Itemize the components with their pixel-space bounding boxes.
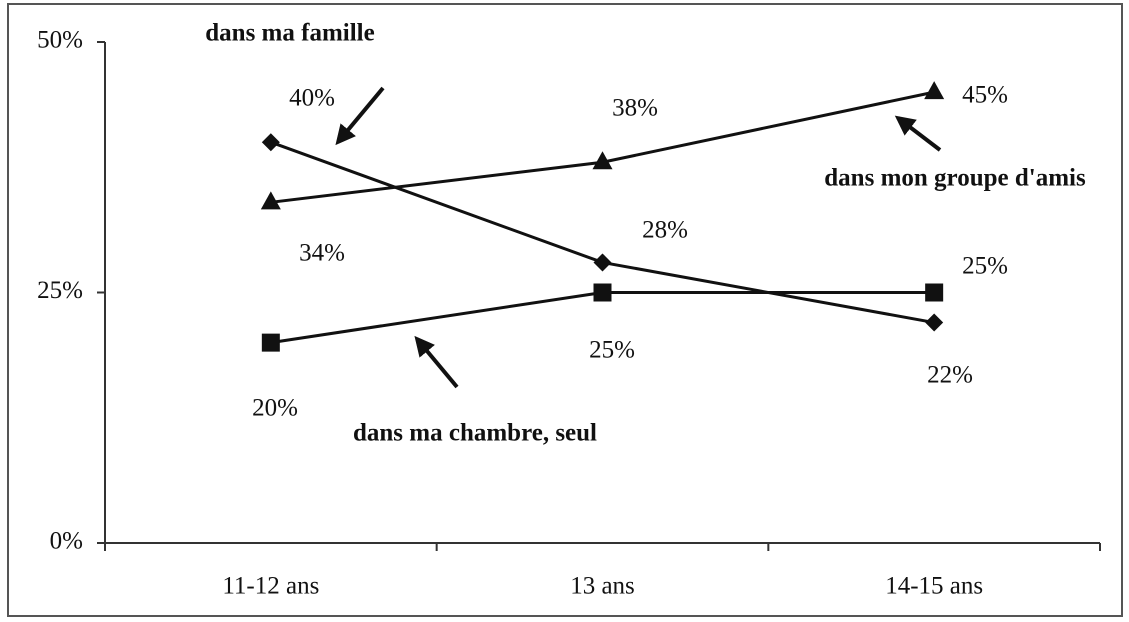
point: [925, 283, 944, 302]
data-label: 20%: [252, 395, 298, 422]
x-tick-label: 14-15 ans: [885, 573, 983, 600]
series-name: dans ma famille: [205, 20, 374, 47]
x-tick-label: 11-12 ans: [222, 573, 319, 600]
point: [261, 133, 280, 152]
point: [593, 283, 612, 302]
data-label: 25%: [962, 253, 1008, 280]
data-label: 28%: [642, 217, 688, 244]
series-name: dans mon groupe d'amis: [824, 165, 1086, 192]
frame: [7, 3, 1123, 617]
y-tick-label: 0%: [50, 528, 83, 555]
data-label: 34%: [299, 240, 345, 267]
point: [261, 333, 280, 352]
point: [260, 191, 281, 210]
point: [924, 81, 945, 100]
y-tick-label: 25%: [37, 277, 83, 304]
data-label: 45%: [962, 82, 1008, 109]
point: [592, 151, 613, 170]
data-label: 40%: [289, 85, 335, 112]
data-label: 38%: [612, 95, 658, 122]
arrow: [414, 335, 459, 389]
data-label: 25%: [589, 337, 635, 364]
y-tick-label: 50%: [37, 27, 83, 54]
point: [925, 313, 944, 332]
point: [593, 253, 612, 272]
series-name: dans ma chambre, seul: [353, 420, 597, 447]
arrow: [335, 86, 385, 146]
x-tick-label: 13 ans: [570, 573, 635, 600]
arrow: [894, 115, 942, 152]
data-label: 22%: [927, 362, 973, 389]
